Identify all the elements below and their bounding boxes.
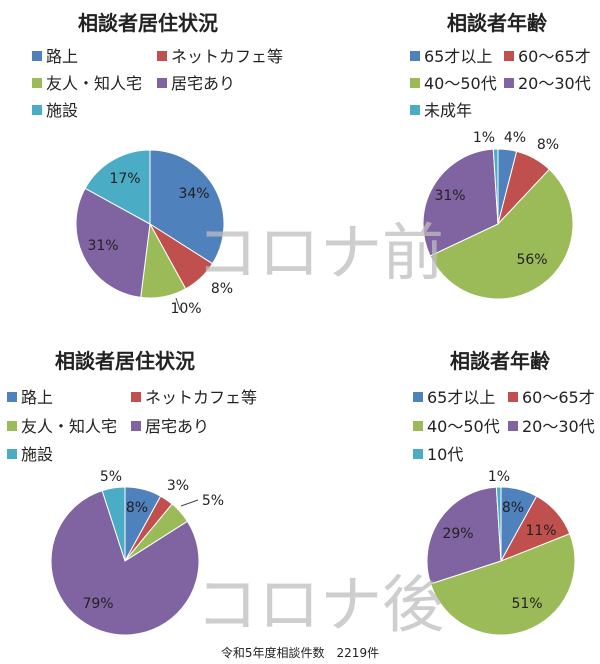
data-label: 17% [109, 171, 140, 187]
data-label: 5% [100, 469, 122, 485]
legend-label: 20〜30代 [522, 417, 595, 436]
data-label: 8% [502, 500, 524, 516]
data-label: 29% [442, 526, 473, 542]
legend-label: 施設 [46, 101, 78, 120]
pie-slice [492, 148, 499, 225]
legend-swatch [157, 51, 167, 61]
legend-label: 60〜65才 [518, 47, 591, 66]
legend-swatch [504, 51, 514, 61]
data-label: 10% [170, 301, 201, 317]
pie-slice [101, 486, 126, 562]
leader-line [180, 499, 199, 507]
legend-swatch [131, 392, 141, 402]
legend-label: 40〜50代 [424, 74, 497, 93]
legend-swatch [413, 449, 423, 459]
legend-label: 居宅あり [145, 417, 209, 436]
legend-swatch [7, 421, 17, 431]
legend-swatch [7, 449, 17, 459]
legend-label: 10代 [427, 445, 463, 464]
legend-swatch [413, 421, 423, 431]
legend-swatch [410, 51, 420, 61]
data-label: 31% [87, 238, 118, 254]
pie-slice [75, 187, 151, 298]
pie-slice [426, 486, 502, 585]
legend-label: 65才以上 [424, 47, 492, 66]
data-label: 8% [126, 500, 148, 516]
legend-swatch [504, 78, 514, 88]
watermark-after: コロナ後 [196, 568, 444, 641]
legend-label: 未成年 [424, 101, 472, 120]
legend-swatch [410, 105, 420, 115]
data-label: 3% [167, 478, 189, 494]
legend-swatch [32, 105, 42, 115]
legend-label: ネットカフェ等 [171, 47, 283, 66]
data-label: 1% [473, 130, 495, 146]
data-label: 4% [504, 130, 526, 146]
legend-swatch [32, 78, 42, 88]
legend-label: 60〜65才 [522, 388, 595, 407]
leader-line [175, 297, 181, 311]
legend-swatch [410, 78, 420, 88]
legend-swatch [508, 421, 518, 431]
legend-swatch [131, 421, 141, 431]
data-label: 51% [511, 596, 542, 612]
data-label: 8% [211, 281, 233, 297]
legend-swatch [413, 392, 423, 402]
legend-swatch [7, 392, 17, 402]
data-label: 11% [525, 523, 556, 539]
legend-label: ネットカフェ等 [145, 388, 257, 407]
chart-title: 相談者居住状況 [55, 349, 195, 373]
legend-label: 65才以上 [427, 388, 495, 407]
data-label: 34% [178, 186, 209, 202]
chart-title: 相談者居住状況 [78, 11, 218, 35]
pie-slice [50, 489, 200, 636]
data-label: 79% [82, 596, 113, 612]
legend-label: 40〜50代 [427, 417, 500, 436]
legend-label: 友人・知人宅 [46, 74, 142, 93]
legend-label: 路上 [46, 47, 78, 66]
data-label: 56% [516, 252, 547, 268]
chart-title: 相談者年齢 [450, 349, 551, 373]
data-label: 31% [434, 188, 465, 204]
legend-swatch [508, 392, 518, 402]
data-label: 5% [202, 493, 224, 509]
data-label: 8% [537, 137, 559, 153]
pie-slice [422, 148, 499, 257]
legend-swatch [157, 78, 167, 88]
footnote: 令和5年度相談件数 2219件 [221, 645, 379, 660]
legend-label: 20〜30代 [518, 74, 591, 93]
legend-label: 路上 [21, 388, 53, 407]
legend-label: 友人・知人宅 [21, 417, 117, 436]
watermark-before: コロナ前 [196, 216, 444, 289]
pie-slice [495, 486, 502, 562]
data-label: 1% [488, 469, 510, 485]
legend-swatch [32, 51, 42, 61]
pie-chart-4: 相談者年齢 65才以上 60〜65才 40〜50代 20〜30代 10代 8%11% 51% 2… [413, 349, 595, 636]
legend-label: 施設 [21, 445, 53, 464]
chart-title: 相談者年齢 [447, 11, 548, 35]
legend-label: 居宅あり [171, 74, 235, 93]
pie-slice [84, 149, 151, 225]
pie-slice [429, 533, 576, 636]
pie-slice [429, 168, 574, 300]
